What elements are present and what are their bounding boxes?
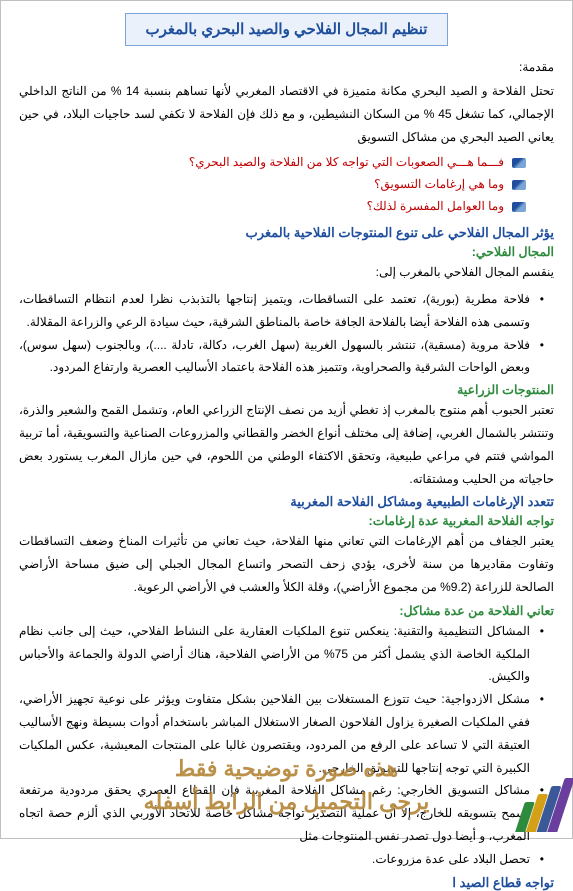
subsection-heading: تواجه الفلاحة المغربية عدة إرغامات: xyxy=(19,513,554,528)
question-item: وما العوامل المفسرة لذلك؟ xyxy=(19,196,526,218)
bullet-list: المشاكل التنظيمية والتقنية: ينعكس تنوع ا… xyxy=(19,620,544,871)
section-heading: تتعدد الإرغامات الطبيعية ومشاكل الفلاحة … xyxy=(19,494,554,510)
subsection-heading: تعاني الفلاحة من عدة مشاكل: xyxy=(19,603,554,618)
subsection-intro: ينقسم المجال الفلاحي بالمغرب إلى: xyxy=(19,261,554,284)
bullet-list: فلاحة مطرية (بورية)، تعتمد على التساقطات… xyxy=(19,288,544,379)
list-item: تحصل البلاد على عدة مزروعات. xyxy=(19,848,544,871)
question-item: فـــما هـــي الصعوبات التي تواجه كلا من … xyxy=(19,152,526,174)
page-title: تنظيم المجال الفلاحي والصيد البحري بالمغ… xyxy=(146,21,428,38)
subsection-heading: المنتوجات الزراعية xyxy=(19,382,554,397)
question-item: وما هي إرغامات التسويق؟ xyxy=(19,174,526,196)
list-item: فلاحة مروية (مسقية)، تنتشر بالسهول الغرب… xyxy=(19,334,544,380)
question-text: وما العوامل المفسرة لذلك؟ xyxy=(367,196,504,218)
section-heading: تواجه قطاع الصيد ا xyxy=(19,875,554,891)
paragraph: يعتبر الجفاف من أهم الإرغامات التي تعاني… xyxy=(19,530,554,598)
page-title-box: تنظيم المجال الفلاحي والصيد البحري بالمغ… xyxy=(125,13,449,46)
paragraph: تعتبر الحبوب أهم منتوج بالمغرب إذ تغطي أ… xyxy=(19,399,554,490)
thumb-icon xyxy=(512,202,526,212)
question-text: فـــما هـــي الصعوبات التي تواجه كلا من … xyxy=(189,152,504,174)
intro-questions: فـــما هـــي الصعوبات التي تواجه كلا من … xyxy=(19,152,526,217)
intro-label: مقدمة: xyxy=(19,60,554,74)
list-item: المشاكل التنظيمية والتقنية: ينعكس تنوع ا… xyxy=(19,620,544,688)
subsection-heading: المجال الفلاحي: xyxy=(19,244,554,259)
section-heading: يؤثر المجال الفلاحي على تنوع المنتوجات ا… xyxy=(19,225,554,241)
list-item: مشكل الازدواجية: حيث تتوزع المستغلات بين… xyxy=(19,688,544,779)
intro-paragraph: تحتل الفلاحة و الصيد البحري مكانة متميزة… xyxy=(19,80,554,148)
thumb-icon xyxy=(512,158,526,168)
list-item: مشاكل التسويق الخارجي: رغم مشاكل الفلاحة… xyxy=(19,779,544,847)
question-text: وما هي إرغامات التسويق؟ xyxy=(374,174,504,196)
thumb-icon xyxy=(512,180,526,190)
list-item: فلاحة مطرية (بورية)، تعتمد على التساقطات… xyxy=(19,288,544,334)
logo-badge xyxy=(510,776,566,832)
